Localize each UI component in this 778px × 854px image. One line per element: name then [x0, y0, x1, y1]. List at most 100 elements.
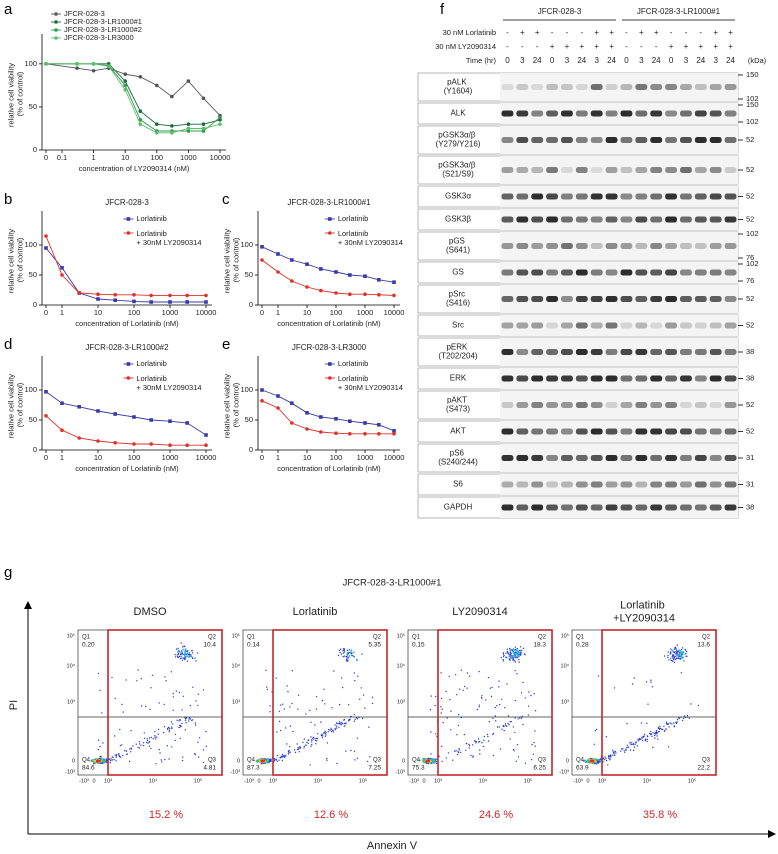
- series-line: [46, 416, 206, 445]
- band: [725, 217, 737, 223]
- band: [665, 296, 677, 302]
- event-dot: [624, 752, 625, 753]
- kda-value: 31: [746, 453, 754, 462]
- event-dot: [279, 721, 280, 722]
- event-dot: [466, 688, 467, 689]
- band: [665, 270, 677, 276]
- dense-dot: [99, 760, 101, 762]
- gate-percent: 35.8 %: [643, 809, 677, 821]
- group-label: JFCR-028-3: [538, 7, 582, 16]
- lane-time: 0: [550, 56, 555, 65]
- lane-lorlatinib: +: [654, 28, 659, 37]
- protein-label: pGSK3α/β (Y279/Y216): [436, 131, 481, 149]
- band: [650, 111, 662, 117]
- band: [650, 505, 662, 511]
- band: [621, 270, 633, 276]
- event-dot: [173, 693, 174, 694]
- event-dot: [514, 670, 515, 671]
- event-dot: [338, 655, 339, 656]
- y-tick-label: 0: [33, 300, 37, 309]
- lane-ly2090314: +: [550, 42, 555, 51]
- event-dot: [613, 755, 614, 756]
- x-tick-label: 10⁴: [479, 777, 488, 784]
- event-dot: [143, 745, 144, 746]
- quadrant-name: Q4: [412, 758, 421, 764]
- event-dot: [182, 757, 183, 758]
- event-dot: [367, 761, 368, 762]
- event-dot: [277, 755, 278, 756]
- band: [680, 167, 692, 173]
- event-dot: [150, 748, 151, 749]
- event-dot: [164, 759, 165, 760]
- point: [276, 406, 280, 410]
- event-dot: [347, 650, 348, 651]
- band: [665, 323, 677, 329]
- band: [621, 455, 633, 461]
- point: [377, 278, 381, 282]
- band: [635, 482, 647, 488]
- band: [695, 296, 707, 302]
- band: [502, 323, 514, 329]
- band: [650, 402, 662, 408]
- event-dot: [488, 677, 489, 678]
- point: [155, 131, 159, 135]
- event-dot: [197, 742, 198, 743]
- event-dot: [341, 653, 342, 654]
- quadrant-value: 87.3: [247, 765, 260, 772]
- point: [96, 409, 100, 413]
- gate-percent: 15.2 %: [149, 809, 183, 821]
- quadrant-name: Q2: [208, 635, 217, 641]
- event-dot: [503, 726, 504, 727]
- event-dot: [625, 750, 626, 751]
- event-dot: [324, 703, 325, 704]
- band: [531, 217, 543, 223]
- x-tick-label: 10⁴: [643, 777, 652, 784]
- event-dot: [313, 737, 314, 738]
- dense-dot: [182, 649, 184, 651]
- event-dot: [449, 676, 450, 677]
- point: [92, 69, 96, 73]
- quadrant-value: 0.28: [576, 642, 589, 649]
- point: [363, 432, 367, 436]
- event-dot: [167, 745, 168, 746]
- event-dot: [192, 687, 193, 688]
- dense-dot: [591, 760, 593, 762]
- band: [576, 323, 588, 329]
- event-dot: [119, 756, 120, 757]
- event-dot: [195, 660, 196, 661]
- event-dot: [343, 653, 344, 654]
- event-dot: [282, 754, 283, 755]
- point: [377, 432, 381, 436]
- event-dot: [348, 720, 349, 721]
- event-dot: [682, 647, 683, 648]
- event-dot: [435, 705, 436, 706]
- event-dot: [336, 726, 337, 727]
- band: [695, 429, 707, 435]
- event-dot: [436, 763, 437, 764]
- event-dot: [145, 706, 146, 707]
- band: [546, 270, 558, 276]
- band: [591, 111, 603, 117]
- point: [202, 122, 206, 126]
- event-dot: [154, 735, 155, 736]
- kda-value: 150: [746, 100, 759, 109]
- band: [502, 84, 514, 90]
- band: [635, 429, 647, 435]
- band: [665, 402, 677, 408]
- event-dot: [647, 735, 648, 736]
- event-dot: [109, 759, 110, 760]
- event-dot: [450, 729, 451, 730]
- band: [710, 376, 722, 382]
- point: [123, 88, 127, 92]
- event-dot: [495, 720, 496, 721]
- event-dot: [353, 655, 354, 656]
- event-dot: [322, 737, 323, 738]
- event-dot: [354, 751, 355, 752]
- event-dot: [334, 724, 335, 725]
- event-dot: [515, 700, 516, 701]
- band: [576, 111, 588, 117]
- event-dot: [105, 762, 106, 763]
- event-dot: [675, 658, 676, 659]
- event-dot: [687, 715, 688, 716]
- event-dot: [674, 656, 675, 657]
